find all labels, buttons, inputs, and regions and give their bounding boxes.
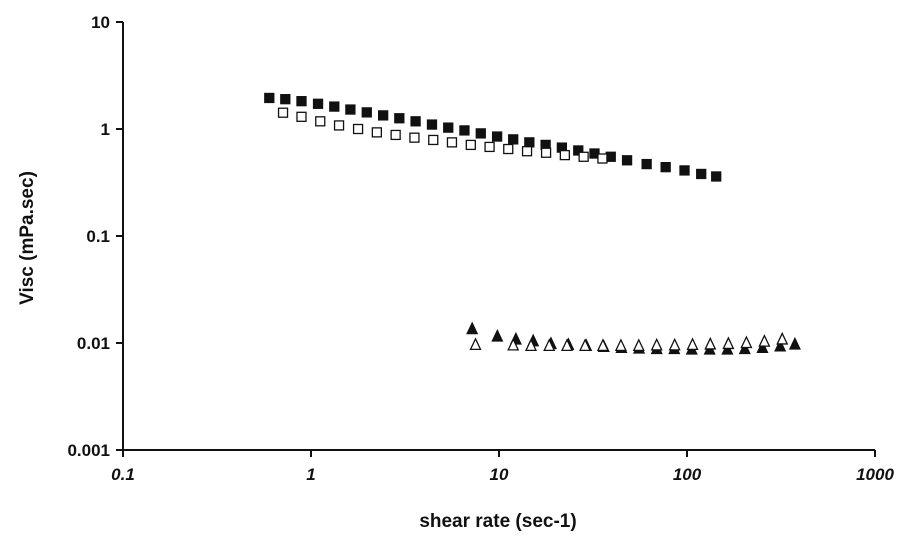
- open-square-point: [296, 111, 307, 122]
- open-square-point: [465, 139, 476, 151]
- plot-area: 0.001 0.01 0.1 1 10 0.1 1 10 100 1000: [67, 13, 894, 484]
- filled-square-point: [524, 137, 535, 148]
- filled-square-point: [711, 171, 722, 182]
- filled-square-point: [361, 107, 372, 118]
- open-triangle-point: [596, 338, 609, 352]
- open-triangle-point: [543, 338, 556, 352]
- filled-square-point: [459, 125, 470, 136]
- open-square-point: [390, 129, 401, 141]
- open-square-point: [540, 147, 552, 158]
- y-tick-label: 1: [101, 120, 110, 139]
- open-triangle-point: [614, 338, 627, 352]
- open-square-point: [559, 149, 570, 161]
- filled-square-point: [679, 165, 690, 176]
- filled-triangle-point: [466, 321, 479, 335]
- filled-square-point: [280, 94, 291, 105]
- y-tick-label: 10: [91, 13, 110, 32]
- open-square-point: [484, 141, 495, 153]
- filled-square-point: [573, 145, 584, 156]
- filled-square-point: [264, 92, 275, 104]
- y-tick-label: 0.001: [67, 441, 110, 460]
- open-triangle-point: [758, 334, 771, 347]
- open-square-point: [597, 153, 608, 164]
- filled-square-point: [660, 162, 671, 173]
- filled-square-point: [696, 168, 707, 180]
- filled-square-point: [410, 116, 421, 127]
- filled-square-point: [641, 158, 652, 170]
- filled-square-point: [508, 134, 519, 145]
- filled-triangle-point: [738, 341, 751, 355]
- filled-square-point: [394, 113, 405, 124]
- filled-triangle-point: [774, 338, 787, 352]
- open-square-point: [352, 123, 364, 135]
- open-square-point: [333, 120, 345, 131]
- open-triangle-point: [579, 338, 592, 352]
- y-axis-label: Visc (mPa.sec): [17, 171, 38, 305]
- y-tick-label: 0.01: [77, 334, 110, 353]
- filled-square-point: [329, 101, 340, 112]
- open-triangle-point: [650, 337, 663, 351]
- x-tick-label: 10: [490, 465, 509, 484]
- open-triangle-point: [704, 336, 717, 350]
- x-tick-label: 100: [673, 465, 702, 484]
- filled-triangle-point: [491, 328, 504, 342]
- open-square-point: [371, 127, 382, 138]
- open-triangle-point: [632, 338, 645, 352]
- x-axis-label: shear rate (sec-1): [419, 511, 576, 532]
- y-tick-label: 0.1: [86, 227, 110, 246]
- open-square-point: [409, 132, 420, 143]
- filled-triangle-point: [756, 340, 769, 354]
- filled-square-point: [491, 131, 503, 142]
- x-tick-label: 1000: [856, 465, 894, 484]
- filled-square-point: [378, 110, 389, 121]
- open-triangle-point: [469, 337, 482, 351]
- open-square-point: [446, 137, 458, 148]
- filled-square-point: [621, 155, 633, 166]
- filled-square-point: [312, 98, 324, 109]
- open-triangle-point: [560, 338, 574, 352]
- open-square-point: [315, 116, 326, 127]
- filled-square-point: [475, 128, 486, 139]
- open-triangle-point: [776, 331, 789, 345]
- filled-square-point: [426, 119, 438, 130]
- filled-square-point: [296, 96, 307, 107]
- open-triangle-point: [722, 336, 735, 350]
- open-square-point: [503, 143, 514, 155]
- filled-square-point: [605, 151, 616, 162]
- filled-triangle-point: [788, 336, 801, 350]
- open-triangle-point: [740, 335, 753, 349]
- filled-square-point: [345, 104, 356, 115]
- x-tick-label: 1: [306, 465, 315, 484]
- filled-square-point: [443, 122, 454, 133]
- open-square-point: [521, 146, 533, 157]
- open-triangle-point: [686, 337, 699, 351]
- open-triangle-point: [668, 337, 681, 351]
- open-square-point: [428, 134, 439, 146]
- open-square-point: [277, 107, 289, 118]
- open-square-point: [578, 151, 589, 162]
- open-triangle-point: [524, 338, 538, 352]
- open-triangle-point: [507, 337, 520, 351]
- x-tick-label: 0.1: [111, 465, 135, 484]
